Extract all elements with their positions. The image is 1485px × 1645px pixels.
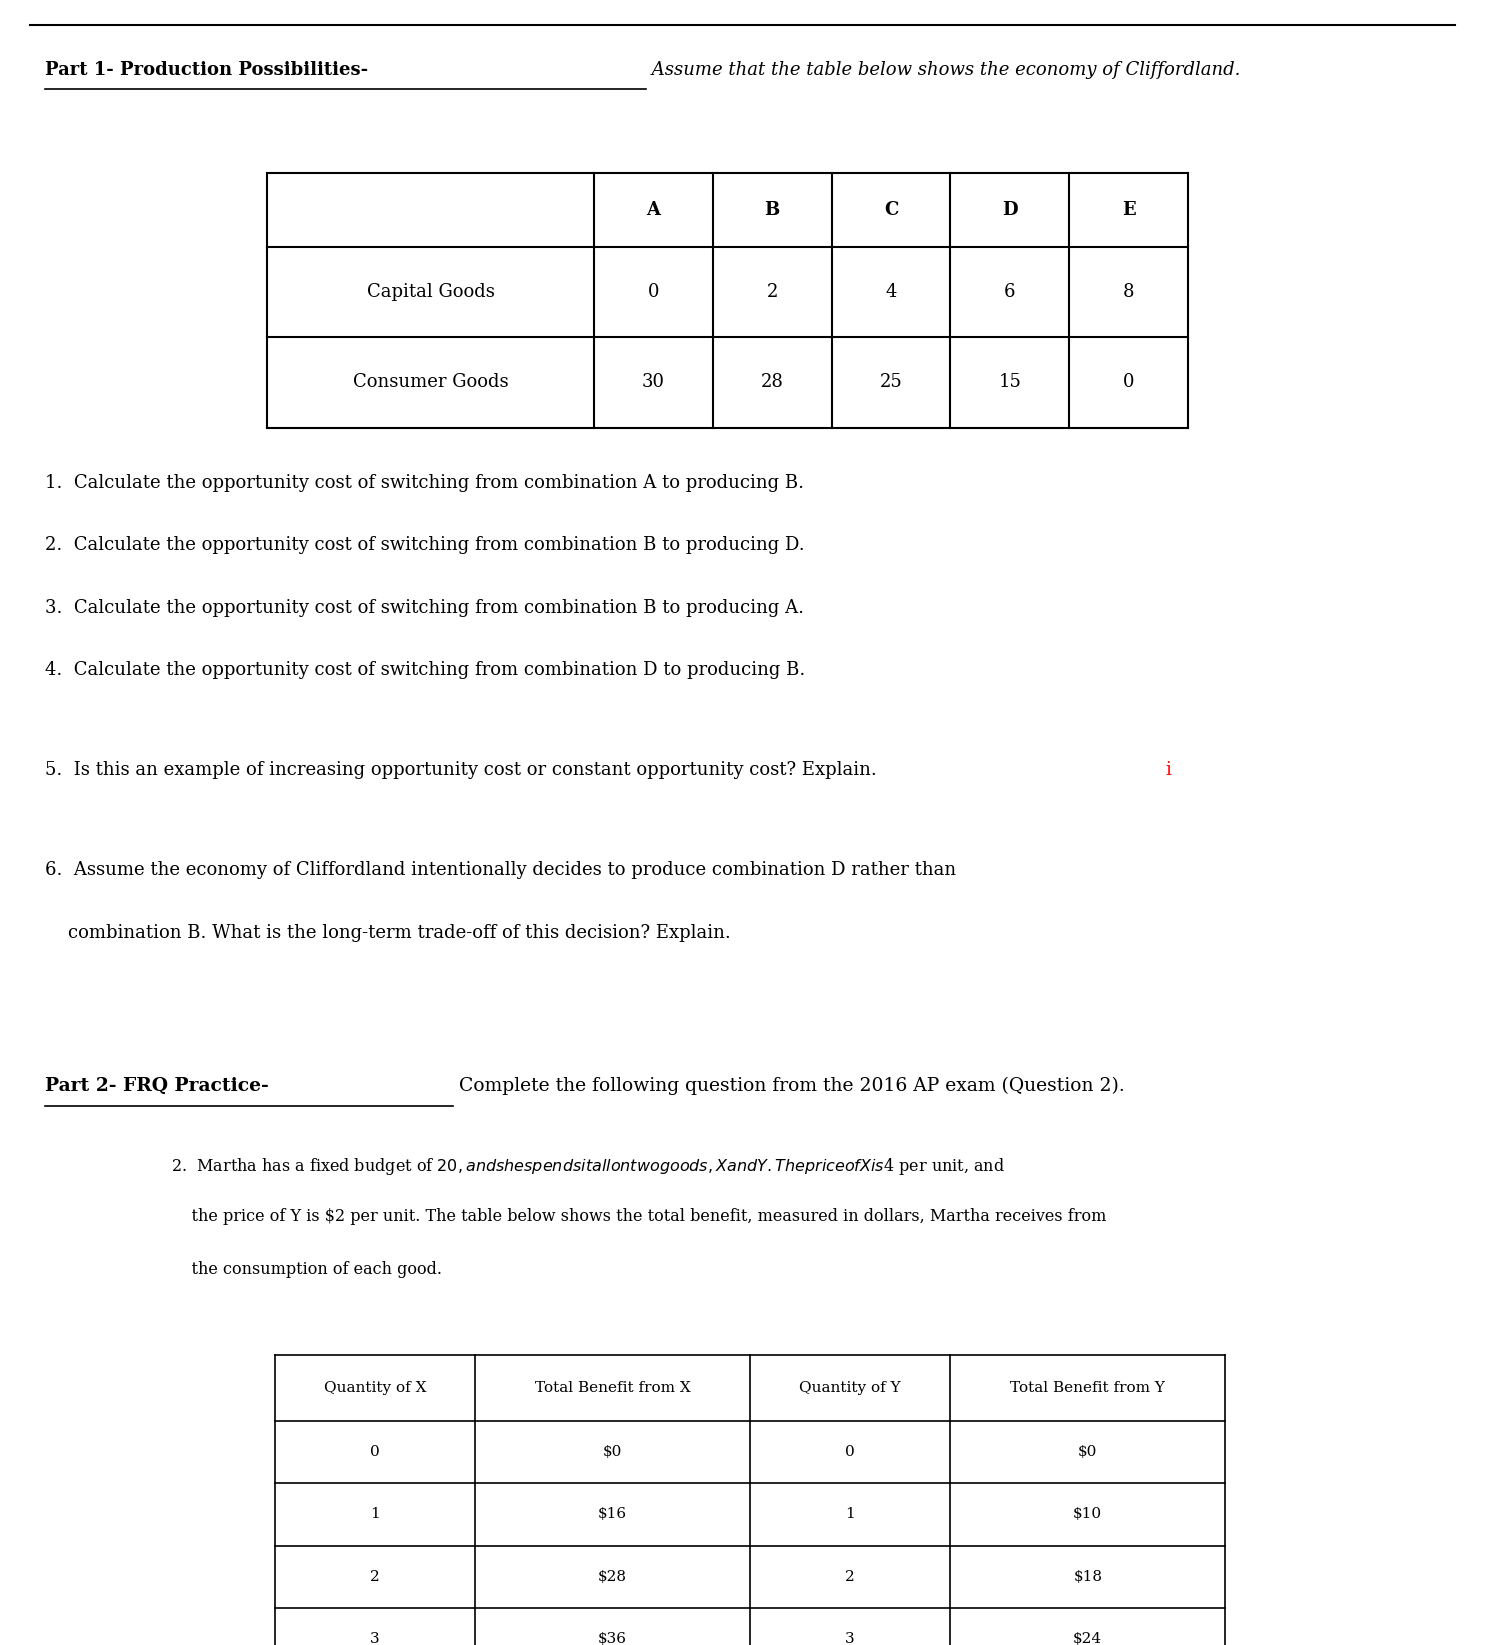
Text: A: A xyxy=(646,201,661,219)
Text: the price of Y is $2 per unit. The table below shows the total benefit, measured: the price of Y is $2 per unit. The table… xyxy=(171,1209,1106,1226)
Text: 30: 30 xyxy=(642,373,665,392)
Text: 3: 3 xyxy=(370,1632,380,1645)
Text: 1.  Calculate the opportunity cost of switching from combination A to producing : 1. Calculate the opportunity cost of swi… xyxy=(45,474,803,492)
Text: Quantity of X: Quantity of X xyxy=(324,1380,426,1395)
Text: 4: 4 xyxy=(885,283,897,301)
Text: 2: 2 xyxy=(766,283,778,301)
Text: 28: 28 xyxy=(760,373,784,392)
Text: 4.  Calculate the opportunity cost of switching from combination D to producing : 4. Calculate the opportunity cost of swi… xyxy=(45,661,805,679)
Text: $0: $0 xyxy=(1078,1444,1097,1459)
Text: 3.  Calculate the opportunity cost of switching from combination B to producing : 3. Calculate the opportunity cost of swi… xyxy=(45,599,803,617)
Text: $16: $16 xyxy=(598,1507,627,1522)
Text: Total Benefit from X: Total Benefit from X xyxy=(535,1380,691,1395)
Text: 1: 1 xyxy=(370,1507,380,1522)
Text: E: E xyxy=(1121,201,1136,219)
Text: 15: 15 xyxy=(998,373,1022,392)
Text: 2.  Martha has a fixed budget of $20, and she spends it all on two goods, X and : 2. Martha has a fixed budget of $20, and… xyxy=(171,1156,1005,1176)
Text: Consumer Goods: Consumer Goods xyxy=(353,373,508,392)
Text: the consumption of each good.: the consumption of each good. xyxy=(171,1262,441,1278)
Text: 0: 0 xyxy=(370,1444,380,1459)
Text: 0: 0 xyxy=(1123,373,1135,392)
Text: Part 1- Production Possibilities-: Part 1- Production Possibilities- xyxy=(45,61,368,79)
Text: $10: $10 xyxy=(1074,1507,1102,1522)
Text: 2: 2 xyxy=(370,1569,380,1584)
Text: 6.  Assume the economy of Cliffordland intentionally decides to produce combinat: 6. Assume the economy of Cliffordland in… xyxy=(45,862,956,880)
Text: 2: 2 xyxy=(845,1569,855,1584)
Text: 0: 0 xyxy=(647,283,659,301)
Text: Assume that the table below shows the economy of Cliffordland.: Assume that the table below shows the ec… xyxy=(646,61,1240,79)
Text: D: D xyxy=(1002,201,1017,219)
Text: 8: 8 xyxy=(1123,283,1135,301)
Text: 6: 6 xyxy=(1004,283,1016,301)
Text: C: C xyxy=(884,201,898,219)
Text: Total Benefit from Y: Total Benefit from Y xyxy=(1010,1380,1166,1395)
Text: 25: 25 xyxy=(879,373,903,392)
Text: Capital Goods: Capital Goods xyxy=(367,283,495,301)
Text: B: B xyxy=(765,201,780,219)
Text: $36: $36 xyxy=(598,1632,627,1645)
Text: i: i xyxy=(1166,762,1172,780)
Text: $24: $24 xyxy=(1074,1632,1102,1645)
Text: Quantity of Y: Quantity of Y xyxy=(799,1380,901,1395)
Text: $18: $18 xyxy=(1074,1569,1102,1584)
Text: 0: 0 xyxy=(845,1444,855,1459)
Text: 2.  Calculate the opportunity cost of switching from combination B to producing : 2. Calculate the opportunity cost of swi… xyxy=(45,536,805,554)
Text: $28: $28 xyxy=(598,1569,627,1584)
Text: 3: 3 xyxy=(845,1632,855,1645)
Text: 5.  Is this an example of increasing opportunity cost or constant opportunity co: 5. Is this an example of increasing oppo… xyxy=(45,762,882,780)
Text: Part 2- FRQ Practice-: Part 2- FRQ Practice- xyxy=(45,1077,269,1096)
Text: combination B. What is the long-term trade-off of this decision? Explain.: combination B. What is the long-term tra… xyxy=(45,924,731,943)
Text: Complete the following question from the 2016 AP exam (Question 2).: Complete the following question from the… xyxy=(453,1077,1124,1096)
Text: 1: 1 xyxy=(845,1507,855,1522)
Text: $0: $0 xyxy=(603,1444,622,1459)
